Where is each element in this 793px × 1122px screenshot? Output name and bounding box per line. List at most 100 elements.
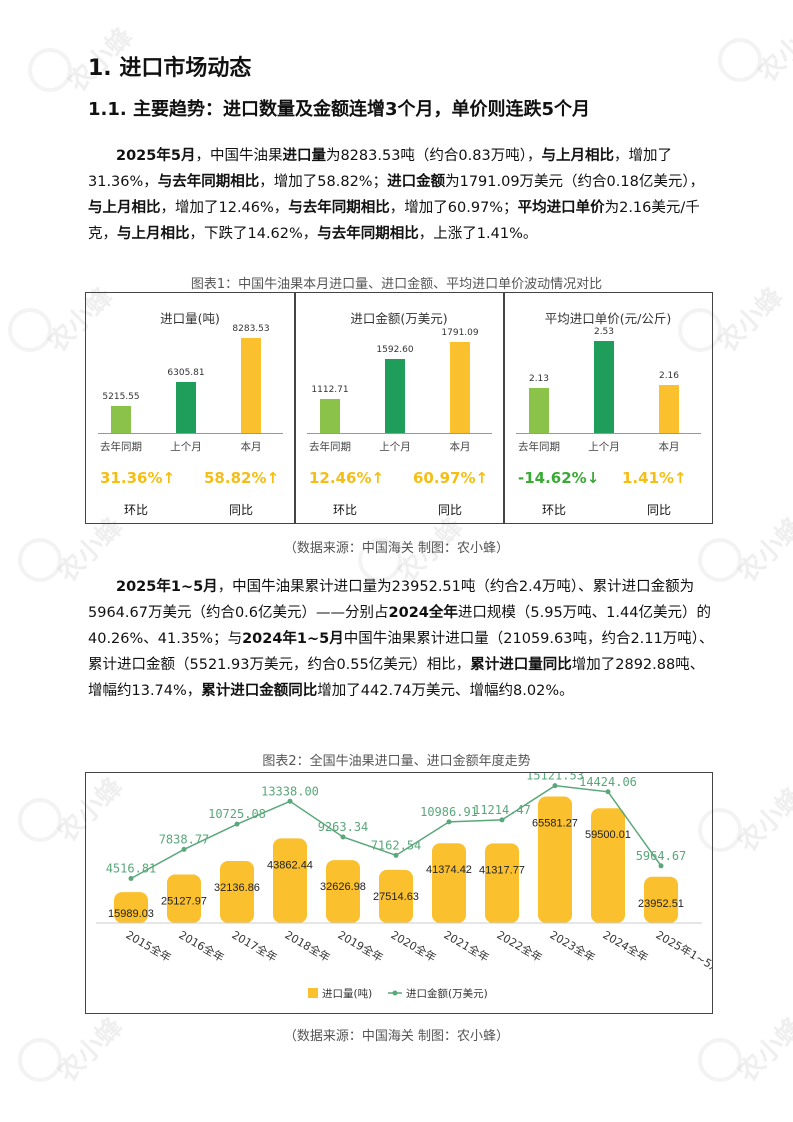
text-run: ，增加了31.36%， — [88, 148, 672, 190]
line-point — [287, 798, 293, 804]
x-tick-label: 去年同期 — [100, 441, 142, 453]
panel-title: 平均进口单价(元/公斤) — [544, 311, 672, 326]
bar-value-label: 65581.27 — [532, 818, 578, 830]
line-value-label: 4516.81 — [106, 861, 157, 875]
figure2-source: （数据来源：中国海关 制图：农小蜂） — [283, 1029, 510, 1044]
bar-value-label: 1791.09 — [441, 328, 479, 339]
x-tick-label: 2015全年 — [124, 927, 174, 964]
legend-label: 进口金额(万美元) — [406, 987, 488, 1000]
bar — [659, 384, 679, 433]
bar-value-label: 2.16 — [658, 370, 680, 381]
text-run: 为1791.09万美元（约合0.18亿美元）， — [445, 174, 705, 190]
bar — [241, 337, 261, 433]
line-value-label: 10725.08 — [208, 807, 266, 821]
figure2-title: 图表2：全国牛油果进口量、进口金额年度走势 — [262, 754, 531, 769]
change-label: 同比 — [646, 503, 671, 517]
text-run: ，中国牛油果 — [195, 148, 283, 164]
line-value-label: 5964.67 — [636, 849, 687, 863]
line-value-label: 15121.53 — [526, 773, 584, 783]
line-value-label: 9263.34 — [318, 820, 369, 834]
line-series — [130, 784, 662, 880]
watermark-logo — [18, 1038, 62, 1082]
x-tick-label: 去年同期 — [309, 441, 351, 453]
panel-title: 进口金额(万美元) — [350, 311, 448, 326]
watermark-logo — [28, 48, 72, 92]
x-tick-label: 2023全年 — [548, 927, 598, 964]
bar-value-label: 15989.03 — [108, 908, 154, 920]
figure1-chart: 进口量(吨) 5215.55 去年同期 6305.81 上个月 8283.53 本月 31.3… — [85, 292, 713, 524]
text-run: 中国牛油果累计进口量（21059.63吨，约合2.11万吨）、累计进口金额（55… — [88, 631, 714, 673]
bar-value-label: 1112.71 — [311, 384, 349, 395]
text-run: ，增加了12.46%， — [160, 200, 289, 216]
bar — [591, 808, 625, 923]
x-tick-label: 2016全年 — [177, 927, 227, 964]
line-value-label: 11214.47 — [473, 803, 531, 817]
text-run: 与上月相比 — [541, 148, 614, 164]
x-tick-label: 2019全年 — [336, 927, 386, 964]
change-percent: 60.97%↑ — [413, 469, 489, 487]
x-tick-label: 2020全年 — [389, 927, 439, 964]
bar-value-label: 32136.86 — [214, 882, 260, 894]
bar — [111, 405, 131, 433]
x-tick-label: 上个月 — [379, 441, 411, 453]
text-run: 平均进口单价 — [517, 200, 605, 216]
bar-value-label: 2.53 — [593, 327, 615, 338]
line-point — [446, 819, 452, 825]
bar-value-label: 59500.01 — [585, 829, 631, 841]
text-run: ，中国牛油果累计进口量为23952.51吨（约合2.4万吨）、累计进口金额为59… — [88, 579, 695, 621]
text-run: 进口量 — [282, 148, 326, 164]
bar — [114, 892, 148, 923]
text-run: ，增加了60.97%； — [389, 200, 518, 216]
panel-title: 进口量(吨) — [160, 311, 220, 326]
bar — [379, 869, 413, 923]
text-run: 累计进口金额同比 — [201, 683, 318, 699]
paragraph-monthly-summary: 2025年5月，中国牛油果进口量为8283.53吨（约合0.83万吨），与上月相… — [88, 143, 718, 247]
line-point — [605, 789, 611, 795]
change-label: 环比 — [541, 503, 566, 517]
bar — [538, 796, 572, 923]
watermark-logo — [18, 798, 62, 842]
bar-value-label: 1592.60 — [376, 344, 414, 355]
bar — [529, 388, 549, 433]
bar — [385, 358, 405, 433]
text-run: 增加了442.74万美元、增幅约8.02%。 — [317, 683, 574, 699]
line-value-label: 13338.00 — [261, 784, 319, 798]
bar — [273, 838, 307, 923]
line-value-label: 14424.06 — [579, 775, 637, 789]
text-run: 2025年1~5月 — [116, 579, 218, 595]
change-label: 环比 — [332, 503, 357, 517]
line-point — [340, 834, 346, 840]
x-tick-label: 2024全年 — [601, 927, 651, 964]
line-point — [393, 852, 399, 858]
legend-swatch-bar — [308, 988, 318, 998]
text-run: 2024年1~5月 — [242, 631, 344, 647]
text-run: ，上涨了1.41%。 — [418, 226, 538, 242]
text-run: ，增加了58.82%； — [259, 174, 388, 190]
x-tick-label: 本月 — [240, 441, 262, 453]
x-tick-label: 去年同期 — [518, 441, 560, 453]
watermark-text: 农小蜂 — [752, 12, 793, 89]
x-tick-label: 2017全年 — [230, 927, 280, 964]
text-run: 与上月相比 — [88, 200, 161, 216]
line-value-label: 7162.54 — [371, 838, 422, 852]
section-heading: 1. 进口市场动态 — [88, 56, 252, 81]
x-tick-label: 上个月 — [588, 441, 620, 453]
text-run: 与去年同期相比 — [317, 226, 419, 242]
change-label: 环比 — [123, 503, 148, 517]
bar-value-label: 23952.51 — [638, 898, 684, 910]
text-run: 为2.16美元/千克， — [88, 200, 700, 242]
line-point — [234, 821, 240, 827]
bar-value-label: 41374.42 — [426, 864, 472, 876]
bar — [176, 381, 196, 433]
change-percent: 12.46%↑ — [309, 469, 385, 487]
x-tick-label: 本月 — [449, 441, 471, 453]
line-point — [128, 875, 134, 881]
bar — [644, 876, 678, 923]
line-point — [552, 783, 558, 789]
line-point — [181, 846, 187, 852]
x-axis-line — [307, 433, 492, 434]
figure2-svg: 15989.03 25127.97 32136.86 43862.44 32626.98… — [96, 769, 724, 1000]
x-tick-label: 上个月 — [170, 441, 202, 453]
line-point — [499, 817, 505, 823]
change-percent: 31.36%↑ — [100, 469, 176, 487]
